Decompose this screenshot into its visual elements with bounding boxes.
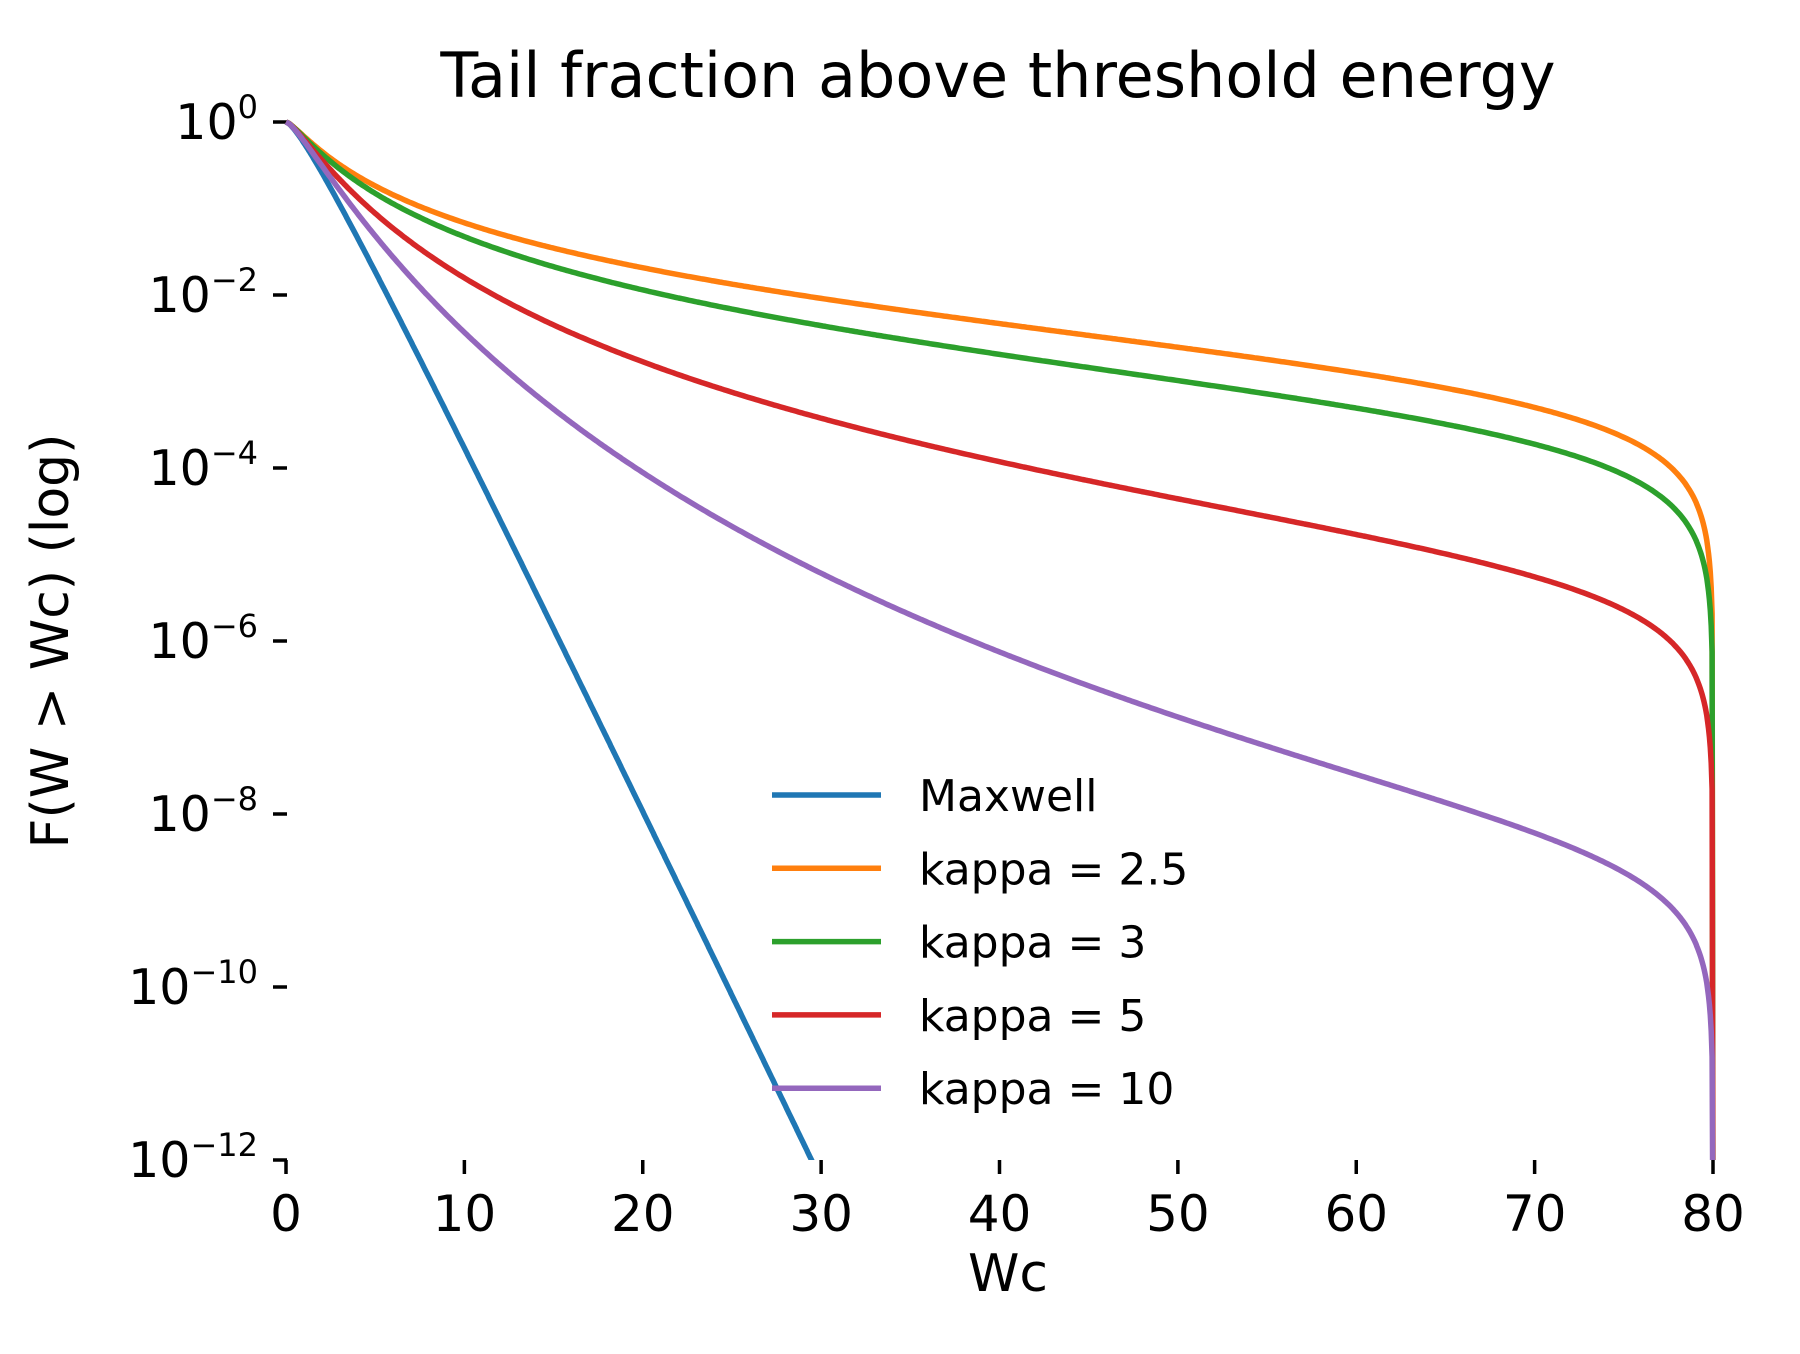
y-tick-label: 100 bbox=[175, 88, 258, 151]
legend-label: kappa = 10 bbox=[919, 1064, 1174, 1115]
legend-label: kappa = 3 bbox=[919, 918, 1146, 969]
y-tick-label: 10−12 bbox=[128, 1126, 258, 1189]
x-axis-label: Wc bbox=[968, 1244, 1048, 1304]
curves-group bbox=[284, 119, 1716, 1160]
y-tick-label: 10−4 bbox=[148, 434, 258, 497]
x-tick-label: 50 bbox=[1146, 1185, 1210, 1243]
series-curve-kappa-3 bbox=[284, 119, 1716, 1160]
x-tick-label: 20 bbox=[611, 1185, 675, 1243]
y-tick-label: 10−10 bbox=[128, 953, 258, 1016]
x-tick-label: 0 bbox=[270, 1185, 302, 1243]
y-tick-label: 10−8 bbox=[148, 780, 258, 843]
legend-label: Maxwell bbox=[919, 771, 1097, 822]
legend-item: kappa = 10 bbox=[772, 1064, 1174, 1115]
series-curve-maxwell bbox=[284, 119, 815, 1160]
legend: Maxwell kappa = 2.5 kappa = 3 kappa = 5 kapp… bbox=[772, 771, 1188, 1115]
legend-item: kappa = 3 bbox=[772, 918, 1146, 969]
chart-title: Tail fraction above threshold energy bbox=[439, 39, 1555, 112]
series-curve-kappa-2.5 bbox=[284, 119, 1716, 1160]
x-tick-label: 70 bbox=[1503, 1185, 1567, 1243]
legend-item: Maxwell bbox=[772, 771, 1097, 822]
y-tick-label: 10−2 bbox=[148, 261, 258, 324]
x-tick-label: 30 bbox=[789, 1185, 853, 1243]
x-tick-label: 80 bbox=[1681, 1185, 1745, 1243]
legend-label: kappa = 2.5 bbox=[919, 844, 1188, 895]
x-tick-label: 10 bbox=[433, 1185, 497, 1243]
legend-item: kappa = 5 bbox=[772, 991, 1146, 1042]
x-tick-label: 40 bbox=[968, 1185, 1032, 1243]
x-tick-label: 60 bbox=[1324, 1185, 1388, 1243]
y-tick-label: 10−6 bbox=[148, 607, 258, 670]
series-curve-kappa-5 bbox=[284, 119, 1716, 1160]
y-axis-ticks: 100 10−2 10−4 10−6 10−8 10−10 10−12 bbox=[128, 88, 287, 1189]
y-axis-label: F(W > Wc) (log) bbox=[21, 434, 81, 849]
legend-label: kappa = 5 bbox=[919, 991, 1146, 1042]
legend-item: kappa = 2.5 bbox=[772, 844, 1188, 895]
series-curve-kappa-10 bbox=[284, 119, 1716, 1160]
x-axis-ticks: 0 10 20 30 40 50 60 70 80 bbox=[270, 1160, 1745, 1243]
